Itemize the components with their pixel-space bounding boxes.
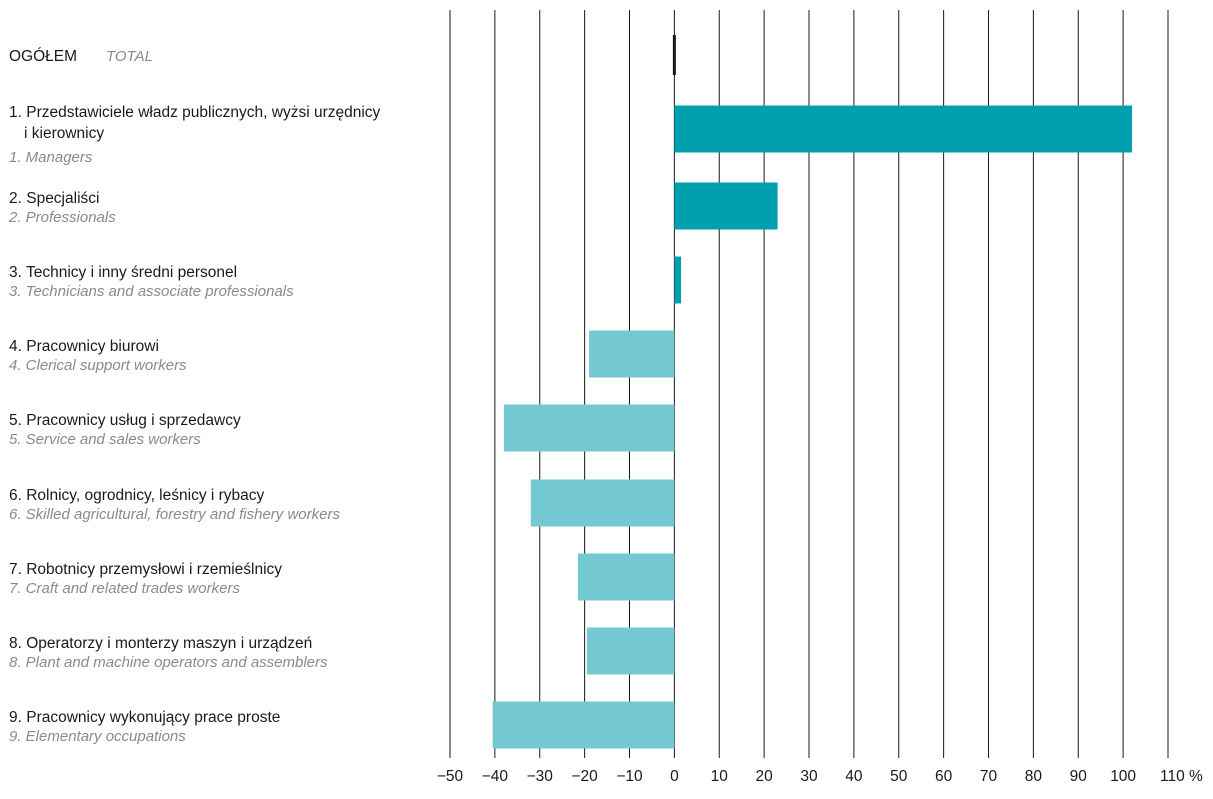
x-tick-label: 110 % — [1160, 768, 1203, 785]
x-tick-label: 40 — [845, 768, 863, 785]
x-tick-label: 90 — [1070, 768, 1088, 785]
bar-3 — [674, 256, 682, 304]
x-tick-label: 30 — [800, 768, 818, 785]
category-label-en: 2. Professionals — [8, 209, 116, 226]
x-tick-label: 20 — [756, 768, 774, 785]
x-tick-label: 80 — [1025, 768, 1043, 785]
bar-1 — [674, 105, 1133, 153]
category-label-pl: 6. Rolnicy, ogrodnicy, leśnicy i rybacy — [9, 487, 265, 504]
category-label-en: 6. Skilled agricultural, forestry and fi… — [9, 506, 340, 523]
category-label-pl: 8. Operatorzy i monterzy maszyn i urządz… — [9, 635, 312, 652]
x-tick-label: 70 — [980, 768, 998, 785]
bar-2 — [674, 182, 778, 230]
category-label-en: TOTAL — [106, 48, 153, 65]
category-label-en: 9. Elementary occupations — [9, 728, 186, 745]
category-label-en: 3. Technicians and associate professiona… — [9, 283, 294, 300]
bar-7 — [577, 553, 675, 601]
x-tick-label: 50 — [890, 768, 908, 785]
category-label-pl: OGÓŁEM — [9, 48, 77, 65]
x-tick-label: 10 — [711, 768, 729, 785]
x-tick-label: 60 — [935, 768, 953, 785]
bar-6 — [530, 479, 675, 527]
category-label-pl: 5. Pracownicy usług i sprzedawcy — [9, 412, 241, 429]
category-label-en: 5. Service and sales workers — [9, 431, 201, 448]
category-label-pl: 7. Robotnicy przemysłowi i rzemieślnicy — [9, 561, 282, 578]
category-label-pl: 9. Pracownicy wykonujący prace proste — [9, 709, 280, 726]
x-tick-label: −20 — [571, 768, 598, 785]
x-tick-label: −40 — [482, 768, 509, 785]
category-label-en: 1. Managers — [9, 149, 93, 166]
category-labels: OGÓŁEM TOTAL 1. Przedstawiciele władz publ… — [8, 48, 381, 745]
category-label-pl: 4. Pracownicy biurowi — [9, 338, 159, 355]
category-label-pl-line2: i kierownicy — [24, 125, 104, 142]
category-label-pl: 1. Przedstawiciele władz publicznych, wy… — [9, 104, 381, 121]
bar-8 — [586, 627, 675, 675]
x-tick-label: −30 — [527, 768, 554, 785]
category-label-en: 8. Plant and machine operators and assem… — [9, 654, 328, 671]
bar-4 — [589, 330, 675, 378]
category-label-en: 7. Craft and related trades workers — [9, 580, 240, 597]
x-tick-label: 100 — [1110, 768, 1136, 785]
x-axis-ticks: −50 −40 −30 −20 −10 0 10 20 30 40 50 60 70 80 90 100 110… — [437, 768, 1203, 785]
category-label-en: 4. Clerical support workers — [9, 357, 187, 374]
x-tick-label: −50 — [437, 768, 464, 785]
bar-5 — [503, 404, 675, 452]
bars — [492, 35, 1133, 749]
x-tick-label: 0 — [670, 768, 679, 785]
x-tick-label: −10 — [616, 768, 643, 785]
category-label-pl: 2. Specjaliści — [9, 190, 99, 207]
bar-9 — [492, 701, 675, 749]
category-label-pl: 3. Technicy i inny średni personel — [9, 264, 237, 281]
